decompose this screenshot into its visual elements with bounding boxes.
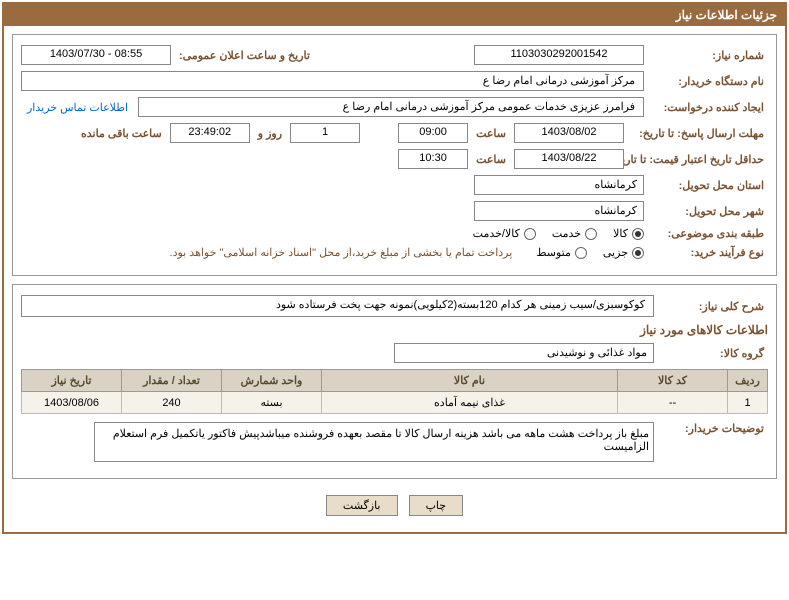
- th-name: نام کالا: [322, 370, 618, 392]
- goods-info-title: اطلاعات کالاهای مورد نیاز: [21, 323, 768, 337]
- th-code: کد کالا: [618, 370, 728, 392]
- radio-kala-khedmat[interactable]: کالا/خدمت: [473, 227, 536, 240]
- field-goods-group: مواد غذائی و نوشیدنی: [394, 343, 654, 363]
- label-process-type: نوع فرآیند خرید:: [648, 246, 768, 259]
- label-deadline: مهلت ارسال پاسخ: تا تاریخ:: [628, 127, 768, 140]
- field-need-no: 1103030292001542: [474, 45, 644, 65]
- field-deadline-time: 09:00: [398, 123, 468, 143]
- main-panel: جزئیات اطلاعات نیاز شماره نیاز: 11030302…: [2, 2, 787, 534]
- label-min-valid: حداقل تاریخ اعتبار قیمت: تا تاریخ:: [628, 153, 768, 166]
- subject-radio-group: کالا خدمت کالا/خدمت: [473, 227, 644, 240]
- label-hour-2: ساعت: [472, 153, 510, 166]
- field-min-valid-date: 1403/08/22: [514, 149, 624, 169]
- label-province: استان محل تحویل:: [648, 179, 768, 192]
- back-button[interactable]: بازگشت: [326, 495, 398, 516]
- radio-jozi[interactable]: جزیی: [603, 246, 644, 259]
- field-city: کرمانشاه: [474, 201, 644, 221]
- field-province: کرمانشاه: [474, 175, 644, 195]
- panel-title: جزئیات اطلاعات نیاز: [4, 4, 785, 26]
- field-remaining-time: 23:49:02: [170, 123, 250, 143]
- field-requester: فرامرز عزیزی خدمات عمومی مرکز آموزشی درم…: [138, 97, 644, 117]
- field-days: 1: [290, 123, 360, 143]
- label-need-no: شماره نیاز:: [648, 49, 768, 62]
- label-hour-1: ساعت: [472, 127, 510, 140]
- details-box: شرح کلی نیاز: کوکوسبزی/سیب زمینی هر کدام…: [12, 284, 777, 479]
- payment-note: پرداخت تمام یا بخشی از مبلغ خرید،از محل …: [170, 246, 513, 259]
- field-deadline-date: 1403/08/02: [514, 123, 624, 143]
- label-day-and: روز و: [254, 127, 286, 140]
- label-need-desc: شرح کلی نیاز:: [658, 300, 768, 313]
- th-date: تاریخ نیاز: [22, 370, 122, 392]
- contact-link[interactable]: اطلاعات تماس خریدار: [21, 101, 134, 114]
- label-goods-group: گروه کالا:: [658, 347, 768, 360]
- th-row: ردیف: [728, 370, 768, 392]
- label-city: شهر محل تحویل:: [648, 205, 768, 218]
- label-buyer-org: نام دستگاه خریدار:: [648, 75, 768, 88]
- label-subject-class: طبقه بندی موضوعی:: [648, 227, 768, 240]
- goods-table: ردیف کد کالا نام کالا واحد شمارش تعداد /…: [21, 369, 768, 414]
- header-info-box: شماره نیاز: 1103030292001542 تاریخ و ساع…: [12, 34, 777, 276]
- process-radio-group: جزیی متوسط: [536, 246, 644, 259]
- th-qty: تعداد / مقدار: [122, 370, 222, 392]
- table-row: 1 -- غذای نیمه آماده بسته 240 1403/08/06: [22, 392, 768, 414]
- label-remaining: ساعت باقی مانده: [77, 127, 166, 140]
- radio-khedmat[interactable]: خدمت: [552, 227, 597, 240]
- label-requester: ایجاد کننده درخواست:: [648, 101, 768, 114]
- field-announce-dt: 08:55 - 1403/07/30: [21, 45, 171, 65]
- button-row: چاپ بازگشت: [12, 487, 777, 524]
- field-need-desc: کوکوسبزی/سیب زمینی هر کدام 120بسته(2کیلو…: [21, 295, 654, 317]
- label-buyer-notes: توضیحات خریدار:: [658, 422, 768, 435]
- th-unit: واحد شمارش: [222, 370, 322, 392]
- field-min-valid-time: 10:30: [398, 149, 468, 169]
- label-announce-dt: تاریخ و ساعت اعلان عمومی:: [175, 49, 314, 62]
- print-button[interactable]: چاپ: [409, 495, 464, 516]
- buyer-notes-text: مبلغ باز پرداخت هشت ماهه می باشد هزینه ا…: [94, 422, 654, 462]
- field-buyer-org: مرکز آموزشی درمانی امام رضا ع: [21, 71, 644, 91]
- radio-kala[interactable]: کالا: [613, 227, 644, 240]
- radio-motavaset[interactable]: متوسط: [536, 246, 587, 259]
